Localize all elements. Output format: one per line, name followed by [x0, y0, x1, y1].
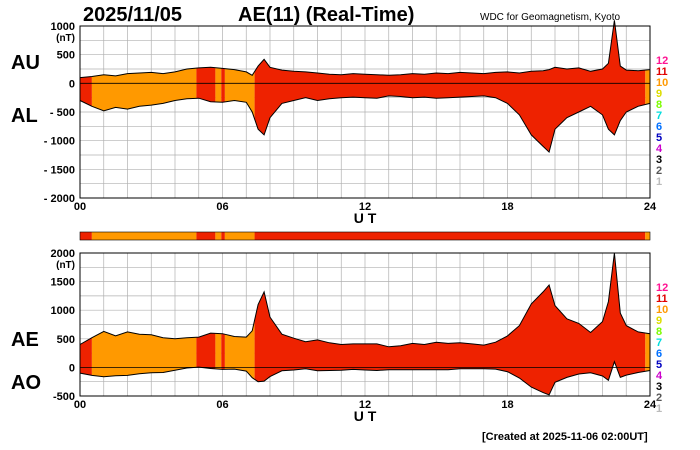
station-count-strip-segment: [221, 232, 225, 240]
ae-ao-fill: [80, 337, 92, 376]
station-scale-label: 1: [656, 176, 662, 188]
index-title: AE(11) (Real-Time): [238, 4, 415, 26]
au-al-fill: [221, 68, 225, 103]
x-axis-title: U T: [354, 408, 377, 424]
ae-line: [79, 252, 651, 348]
station-scale-label: 10: [656, 304, 668, 316]
station-scale-label: 6: [656, 121, 662, 133]
station-count-strip-segment: [80, 232, 92, 240]
date-title: 2025/11/05: [83, 4, 182, 26]
au-al-fill: [645, 69, 650, 105]
station-count-strip-segment: [224, 232, 255, 240]
au-al-fill: [196, 67, 216, 102]
y-tick-label: 500: [57, 50, 75, 62]
au-line: [79, 20, 651, 79]
station-scale-label: 2: [656, 165, 662, 177]
x-tick-label: 12: [359, 201, 371, 213]
x-tick-label: 12: [359, 399, 371, 411]
station-scale-label: 9: [656, 315, 662, 327]
y-tick-label: 2000: [51, 248, 75, 260]
ao-line: [79, 360, 651, 396]
station-scale-label: 3: [656, 154, 662, 166]
ae-label: AE: [11, 329, 39, 351]
y-tick-label: 500: [57, 334, 75, 346]
au-al-fill: [80, 76, 92, 107]
station-scale-label: 8: [656, 326, 662, 338]
station-scale-label: 11: [656, 66, 668, 78]
station-scale-label: 4: [656, 370, 663, 382]
station-count-strip-segment: [215, 232, 222, 240]
station-scale-label: 12: [656, 282, 668, 294]
y-unit-label: (nT): [56, 260, 75, 271]
station-scale-label: 2: [656, 392, 662, 404]
station-scale-label: 7: [656, 337, 662, 349]
x-tick-label: 06: [216, 201, 228, 213]
y-tick-label: - 2000: [44, 193, 75, 205]
station-scale-label: 3: [656, 381, 662, 393]
station-scale-label: 4: [656, 143, 663, 155]
au-al-fill: [254, 20, 646, 153]
x-tick-label: 00: [74, 399, 86, 411]
plot-frame: [79, 25, 651, 199]
station-count-strip-segment: [254, 232, 646, 240]
y-tick-label: 1500: [51, 277, 75, 289]
credit-text: WDC for Geomagnetism, Kyoto: [480, 12, 621, 23]
station-scale-label: 5: [656, 132, 662, 144]
station-count-strip-segment: [645, 232, 650, 240]
station-scale-label: 10: [656, 77, 668, 89]
x-tick-label: 00: [74, 201, 86, 213]
ae-ao-fill: [215, 333, 222, 370]
station-scale-label: 5: [656, 359, 662, 371]
y-tick-label: 1000: [51, 305, 75, 317]
ae-ao-fill: [221, 333, 225, 370]
x-tick-label: 06: [216, 399, 228, 411]
x-axis-title: U T: [354, 210, 377, 226]
x-tick-label: 18: [501, 399, 513, 411]
au-al-fill: [224, 68, 255, 119]
ae-ao-fill: [91, 331, 197, 377]
x-tick-label: 24: [644, 399, 657, 411]
al-line: [79, 95, 651, 154]
y-tick-label: -500: [53, 391, 75, 403]
x-tick-label: 24: [644, 201, 657, 213]
ae-ao-fill: [645, 333, 650, 372]
station-scale-label: 9: [656, 88, 662, 100]
ae-ao-fill: [224, 320, 255, 380]
plot-frame: [79, 252, 651, 397]
station-count-strip-frame: [79, 231, 651, 241]
station-scale-label: 7: [656, 110, 662, 122]
au-label: AU: [11, 52, 40, 74]
x-tick-label: 18: [501, 201, 513, 213]
ae-ao-fill: [254, 253, 646, 395]
station-scale-label: 11: [656, 293, 668, 305]
y-tick-label: 1000: [51, 21, 75, 33]
au-al-fill: [91, 68, 197, 111]
y-tick-label: - 500: [50, 107, 75, 119]
station-scale-label: 1: [656, 403, 662, 415]
ae-ao-fill: [196, 333, 216, 369]
au-al-fill: [215, 67, 222, 103]
created-timestamp: [Created at 2025-11-06 02:00UT]: [482, 431, 648, 443]
ao-label: AO: [11, 372, 41, 394]
y-tick-label: 0: [69, 362, 75, 374]
station-scale-label: 8: [656, 99, 662, 111]
station-scale-label: 12: [656, 55, 668, 67]
al-label: AL: [11, 105, 38, 127]
y-unit-label: (nT): [56, 33, 75, 44]
station-scale-label: 6: [656, 348, 662, 360]
y-tick-label: 0: [69, 78, 75, 90]
station-count-strip-segment: [91, 232, 197, 240]
y-tick-label: - 1500: [44, 164, 75, 176]
y-tick-label: - 1000: [44, 136, 75, 148]
station-count-strip-segment: [196, 232, 216, 240]
